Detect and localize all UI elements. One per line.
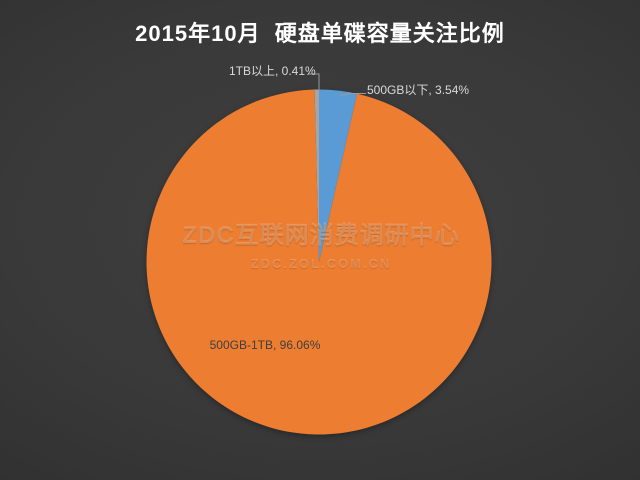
pie-slice-500GB-1TB[interactable] [146, 89, 492, 435]
data-label-500gb-below: 500GB以下, 3.54% [367, 83, 470, 97]
chart-title: 2015年10月 硬盘单碟容量关注比例 [135, 21, 505, 46]
pie-slice-500GB以下[interactable] [319, 89, 358, 263]
pie-slices [146, 89, 492, 435]
data-label-500gb-1tb: 500GB-1TB, 96.06% [209, 338, 321, 352]
leader-line-1tb-above [308, 73, 320, 91]
data-label-1tb-above: 1TB以上, 0.41% [229, 64, 316, 78]
leader-line-500gb-below [339, 93, 366, 97]
pie-slice-1TB以上[interactable] [314, 89, 319, 263]
